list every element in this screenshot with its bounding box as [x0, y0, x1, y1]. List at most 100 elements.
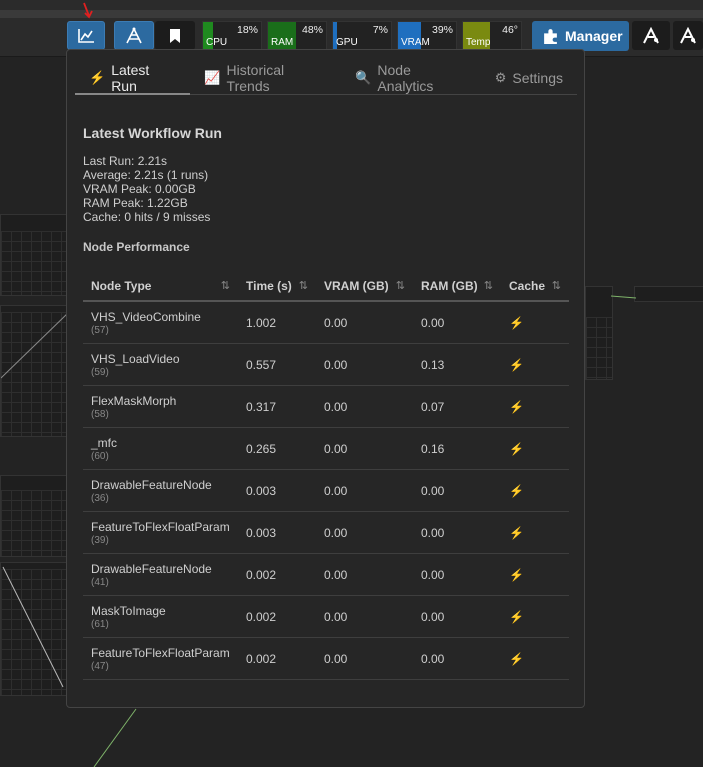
gpu-monitor-label: GPU [336, 37, 358, 48]
manager-button[interactable]: Manager [532, 21, 629, 51]
chart-icon: 📈 [204, 69, 221, 85]
run-stats: Last Run: 2.21s Average: 2.21s (1 runs) … [83, 154, 210, 224]
tab-latest-run[interactable]: ⚡ Latest Run [75, 61, 191, 95]
stat-ram-peak: RAM Peak: 1.22GB [83, 196, 188, 210]
ram-monitor: 48% RAM [267, 21, 327, 50]
node-performance-table: Node Type ⇅ Time (s) ⇅ VRAM (GB) ⇅ RAM (GB)… [83, 272, 569, 680]
cell-ram: 0.07 [413, 385, 501, 428]
cell-ram: 0.00 [413, 637, 501, 680]
node-name: FeatureToFlexFloatParam [91, 645, 230, 660]
gpu-monitor-value: 7% [372, 24, 388, 36]
tab-historical-trends-label: Historical Trends [226, 61, 285, 94]
cell-ram: 0.00 [413, 511, 501, 554]
node-id: (47) [91, 660, 109, 672]
cell-cache: ⚡ [501, 469, 569, 512]
temp-monitor: 46° Temp [462, 21, 522, 50]
grid-fragment [1, 490, 69, 556]
node-id: (58) [91, 408, 109, 420]
sort-icon: ⇅ [483, 280, 493, 292]
table-row: VHS_VideoCombine (57) 1.002 0.00 0.00 ⚡ [83, 301, 569, 344]
sort-icon: ⇅ [220, 280, 230, 292]
cell-node-type: VHS_LoadVideo (59) [83, 343, 238, 386]
ram-monitor-label: RAM [271, 37, 294, 48]
extension-button-2[interactable] [673, 21, 703, 50]
node-name: VHS_VideoCombine [91, 309, 201, 324]
ramp-icon [643, 26, 659, 43]
cell-cache: ⚡ [501, 553, 569, 596]
cell-vram: 0.00 [316, 343, 413, 386]
column-header-label: Time (s) [246, 279, 292, 293]
column-header-label: VRAM (GB) [324, 279, 389, 293]
canvas-node-fragment [585, 286, 613, 380]
stat-last-run: Last Run: 2.21s [83, 154, 168, 168]
column-header-time[interactable]: Time (s) ⇅ [238, 272, 316, 302]
column-header-label: Node Type [91, 279, 152, 293]
stat-cache: Cache: 0 hits / 9 misses [83, 210, 211, 224]
sort-icon: ⇅ [395, 280, 405, 292]
bookmark-icon [170, 28, 180, 43]
cell-time: 0.003 [238, 511, 316, 554]
cell-time: 0.003 [238, 469, 316, 512]
node-id: (36) [91, 492, 109, 504]
cell-time: 0.317 [238, 385, 316, 428]
node-name: DrawableFeatureNode [91, 561, 212, 576]
node-id: (60) [91, 450, 109, 462]
tab-historical-trends[interactable]: 📈 Historical Trends [190, 61, 341, 94]
node-id: (61) [91, 618, 109, 630]
vram-monitor: 39% VRAM [397, 21, 457, 50]
workflow-icon [126, 27, 142, 43]
canvas-graph-fragment [0, 305, 70, 437]
table-row: DrawableFeatureNode (36) 0.003 0.00 0.00 ⚡ [83, 469, 569, 512]
cell-cache: ⚡ [501, 385, 569, 428]
performance-popup: ⚡ Latest Run 📈 Historical Trends 🔍 Node … [66, 49, 585, 708]
node-name: DrawableFeatureNode [91, 477, 212, 492]
canvas-node-fragment [0, 214, 70, 296]
graph-line-icon [1, 311, 69, 379]
cell-node-type: FeatureToFlexFloatParam (47) [83, 637, 238, 680]
node-name: VHS_LoadVideo [91, 351, 180, 366]
extension-button-1[interactable] [632, 21, 670, 50]
table-row: FeatureToFlexFloatParam (39) 0.003 0.00 0.00… [83, 511, 569, 554]
cell-cache: ⚡ [501, 595, 569, 638]
cell-node-type: VHS_VideoCombine (57) [83, 301, 238, 344]
annotation-arrow-icon [83, 2, 93, 19]
table-row: FeatureToFlexFloatParam (47) 0.002 0.00 0.00… [83, 637, 569, 680]
cache-miss-icon: ⚡ [509, 315, 524, 330]
table-row: FlexMaskMorph (58) 0.317 0.00 0.07 ⚡ [83, 385, 569, 428]
cache-miss-icon: ⚡ [509, 483, 524, 498]
cell-vram: 0.00 [316, 637, 413, 680]
cell-node-type: _mfc (60) [83, 427, 238, 470]
stat-average: Average: 2.21s (1 runs) [83, 168, 209, 182]
performance-chart-button[interactable] [67, 21, 105, 50]
column-header-cache[interactable]: Cache ⇅ [501, 272, 569, 302]
gpu-monitor-fill [333, 22, 338, 49]
workflow-button[interactable] [114, 21, 154, 50]
cell-cache: ⚡ [501, 427, 569, 470]
bookmark-button[interactable] [155, 21, 195, 50]
tab-settings[interactable]: ⚙ Settings [481, 62, 577, 93]
column-header-ram[interactable]: RAM (GB) ⇅ [413, 272, 501, 302]
cell-ram: 0.16 [413, 427, 501, 470]
popup-tabs: ⚡ Latest Run 📈 Historical Trends 🔍 Node … [75, 62, 577, 95]
cell-ram: 0.00 [413, 553, 501, 596]
vram-monitor-fill [398, 22, 421, 49]
cell-time: 0.002 [238, 637, 316, 680]
ram-monitor-fill [268, 22, 296, 49]
cpu-monitor-fill [203, 22, 214, 49]
cell-ram: 0.00 [413, 469, 501, 512]
column-header-node-type[interactable]: Node Type ⇅ [83, 272, 238, 302]
cache-miss-icon: ⚡ [509, 357, 524, 372]
grid-fragment [1, 312, 69, 436]
tab-latest-run-label: Latest Run [111, 61, 150, 94]
canvas-graph-fragment [0, 562, 70, 696]
cell-cache: ⚡ [501, 637, 569, 680]
column-header-label: RAM (GB) [421, 279, 478, 293]
column-header-vram[interactable]: VRAM (GB) ⇅ [316, 272, 413, 302]
sort-icon: ⇅ [298, 280, 308, 292]
cache-miss-icon: ⚡ [509, 525, 524, 540]
cell-cache: ⚡ [501, 301, 569, 344]
temp-monitor-value: 46° [502, 24, 518, 36]
tab-node-analytics[interactable]: 🔍 Node Analytics [341, 62, 481, 94]
top-toolbar: 18% CPU 48% RAM 7% GPU 39% VRAM 46° Temp… [0, 0, 703, 57]
table-row: DrawableFeatureNode (41) 0.002 0.00 0.00 ⚡ [83, 553, 569, 596]
